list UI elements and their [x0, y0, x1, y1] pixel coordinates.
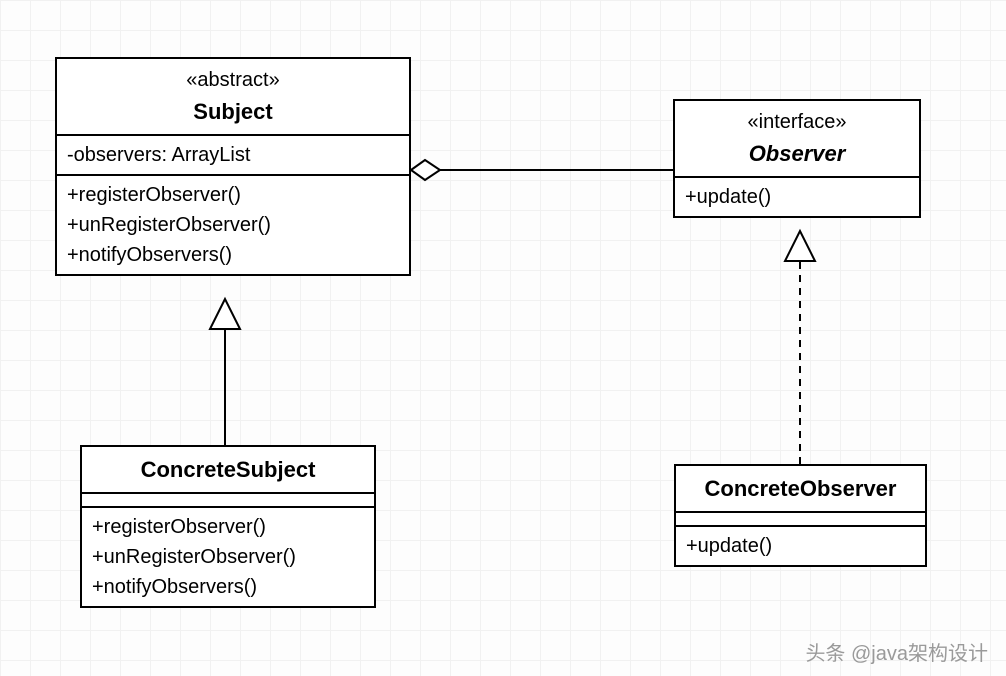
class-subject: «abstract» Subject -observers: ArrayList…: [55, 57, 411, 276]
class-concrete-subject: ConcreteSubject +registerObserver() +unR…: [80, 445, 376, 608]
operation: +notifyObservers(): [92, 572, 364, 602]
operation: +update(): [686, 531, 915, 561]
operation: +registerObserver(): [67, 180, 399, 210]
class-name: ConcreteObserver: [686, 472, 915, 505]
class-title: ConcreteObserver: [676, 466, 925, 511]
operations-section: +registerObserver() +unRegisterObserver(…: [82, 506, 374, 606]
operation: +update(): [685, 182, 909, 212]
operation: +unRegisterObserver(): [92, 542, 364, 572]
attributes-section: [82, 492, 374, 506]
attribute: -observers: ArrayList: [67, 140, 399, 170]
attributes-section: [676, 511, 925, 525]
class-observer: «interface» Observer +update(): [673, 99, 921, 218]
class-name: Subject: [67, 95, 399, 128]
operations-section: +update(): [675, 176, 919, 216]
operation: +registerObserver(): [92, 512, 364, 542]
attributes-section: -observers: ArrayList: [57, 134, 409, 174]
stereotype-label: «interface»: [685, 107, 909, 137]
class-concrete-observer: ConcreteObserver +update(): [674, 464, 927, 567]
class-title: ConcreteSubject: [82, 447, 374, 492]
class-title: «interface» Observer: [675, 101, 919, 176]
operations-section: +registerObserver() +unRegisterObserver(…: [57, 174, 409, 274]
stereotype-label: «abstract»: [67, 65, 399, 95]
class-title: «abstract» Subject: [57, 59, 409, 134]
class-name: Observer: [685, 137, 909, 170]
watermark-text: 头条 @java架构设计: [805, 637, 988, 666]
operations-section: +update(): [676, 525, 925, 565]
class-name: ConcreteSubject: [92, 453, 364, 486]
operation: +notifyObservers(): [67, 240, 399, 270]
operation: +unRegisterObserver(): [67, 210, 399, 240]
